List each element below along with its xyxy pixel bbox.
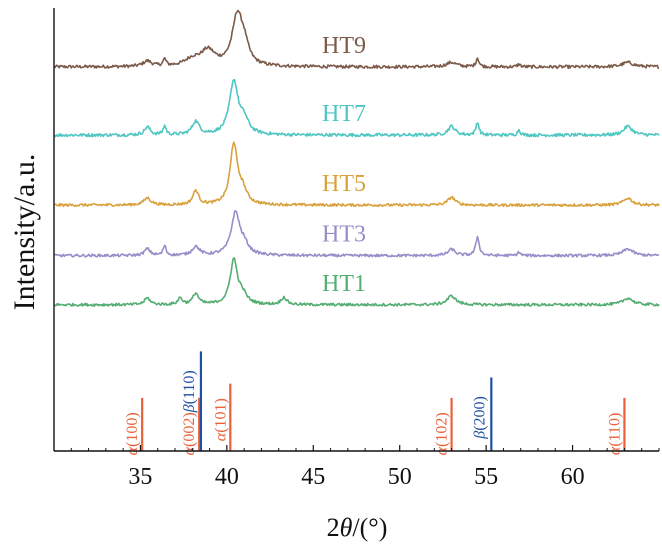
reference-label: α(102) — [434, 412, 451, 455]
x-tick-label: 50 — [388, 464, 412, 490]
series-line-ht7 — [54, 79, 660, 138]
x-axis-label: 2θ/(°) — [327, 513, 388, 542]
series-line-ht1 — [54, 257, 660, 307]
axes: 35 40 45 50 55 60 2θ/(°) — [53, 8, 660, 542]
x-tick-label: 35 — [128, 464, 152, 490]
reference-lines-layer: α(100) α(002)β(110) α(101) α(102) β(200) α(11… — [124, 351, 626, 455]
series-line-ht5 — [54, 141, 660, 208]
series-layer: HT9 HT7 HT5 HT3 HT1 — [54, 9, 660, 307]
series-line-ht9 — [54, 9, 659, 70]
series-label-ht3: HT3 — [322, 222, 366, 248]
x-tick-label: 40 — [215, 464, 239, 490]
series-label-ht1: HT1 — [322, 271, 366, 297]
x-tick-label: 55 — [474, 464, 498, 490]
series-line-ht3 — [54, 210, 660, 258]
reference-label: α(100) — [124, 412, 141, 455]
series-label-ht5: HT5 — [322, 171, 366, 197]
reference-label: β(200) — [471, 396, 488, 440]
y-axis-label: Intensity/a.u. — [8, 154, 41, 311]
series-label-ht9: HT9 — [322, 33, 366, 59]
x-tick-label: 45 — [301, 464, 325, 490]
reference-label: α(110) — [606, 413, 623, 455]
series-label-ht7: HT7 — [322, 101, 366, 127]
reference-label: β(110) — [181, 370, 198, 413]
x-tick-label: 60 — [561, 464, 585, 490]
reference-label: α(002) — [181, 412, 198, 455]
reference-label: α(101) — [212, 398, 229, 441]
